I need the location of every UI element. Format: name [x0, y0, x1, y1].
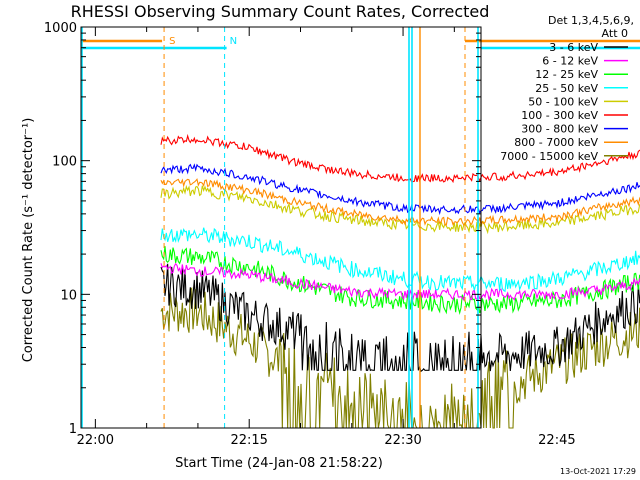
legend-label-7000-15000kev: 7000 - 15000 keV	[500, 150, 598, 163]
legend-header-line1: Det 1,3,4,5,6,9,	[548, 14, 634, 27]
x-tick-label-2200: 22:00	[77, 433, 114, 448]
x-tick-label-2245: 22:45	[538, 433, 575, 448]
y-axis-label: Corrected Count Rate (s⁻¹ detector⁻¹)	[21, 118, 36, 363]
plot-frame	[80, 26, 482, 429]
series-line-50-100kev	[160, 184, 640, 235]
y-tick-label-1: 1	[69, 422, 77, 437]
series-line-100-300kev	[160, 133, 640, 184]
series-line-800-7000kev	[160, 178, 640, 227]
series-line-6-12kev	[160, 262, 640, 302]
legend-label-300-800kev: 300 - 800 keV	[521, 123, 598, 136]
legend-label-12-25kev: 12 - 25 keV	[535, 68, 598, 81]
footer-timestamp: 13-Oct-2021 17:29	[560, 467, 636, 476]
y-tick-label-10: 10	[60, 288, 77, 303]
series-line-3-6kev	[160, 263, 640, 373]
chart-title: RHESSI Observing Summary Count Rates, Co…	[71, 2, 490, 21]
legend-label-3-6kev: 3 - 6 keV	[549, 41, 598, 54]
legend-label-6-12kev: 6 - 12 keV	[542, 55, 598, 68]
marker-label-n: N	[230, 36, 237, 47]
legend-label-800-7000kev: 800 - 7000 keV	[514, 136, 598, 149]
legend-label-50-100kev: 50 - 100 keV	[528, 95, 598, 108]
series-line-7000-15000kev	[160, 287, 640, 429]
y-axis: 1 10 100 1000	[44, 21, 481, 437]
plot-series-group	[160, 133, 640, 429]
series-line-25-50kev	[160, 227, 640, 293]
y-tick-label-1000: 1000	[44, 21, 77, 36]
y-tick-label-100: 100	[52, 155, 77, 170]
legend-label-25-50kev: 25 - 50 keV	[535, 82, 598, 95]
series-line-12-25kev	[160, 246, 640, 315]
series-line-300-800kev	[160, 163, 640, 216]
marker-label-s: S	[169, 36, 175, 47]
x-tick-label-2215: 22:15	[230, 433, 267, 448]
x-axis-label: Start Time (24-Jan-08 21:58:22)	[175, 456, 383, 471]
legend-label-100-300kev: 100 - 300 keV	[521, 109, 598, 122]
x-tick-label-2230: 22:30	[384, 433, 421, 448]
legend-header-line2: Att 0	[602, 27, 628, 40]
